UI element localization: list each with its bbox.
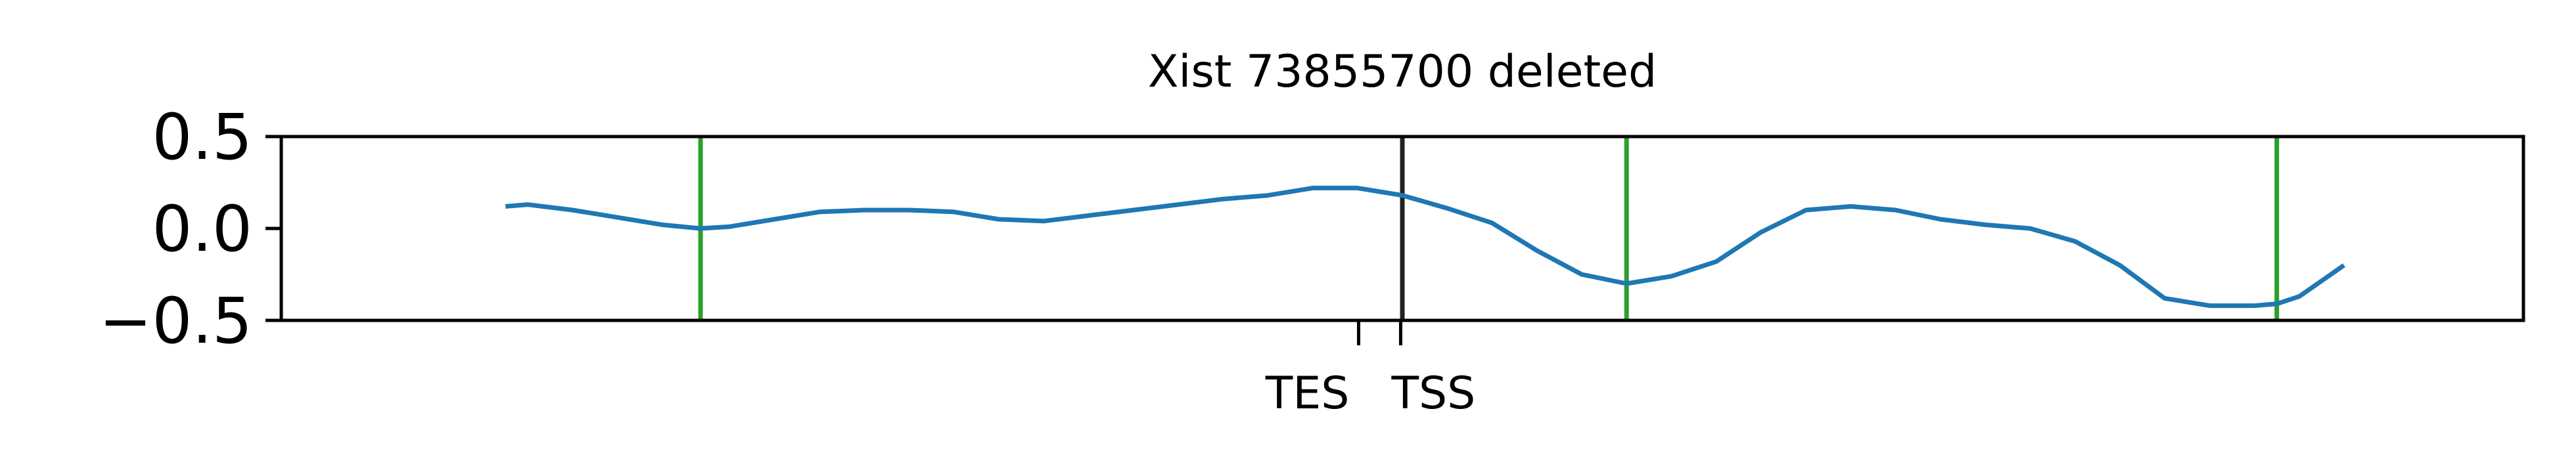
- y-axis: 0.5 0.0 −0.5: [99, 100, 281, 358]
- x-tick-label-tes: TES: [1265, 368, 1350, 420]
- y-tick-label-1: 0.0: [152, 192, 252, 266]
- x-tick-label-tss: TSS: [1391, 368, 1475, 420]
- chart-title: Xist 73855700 deleted: [1148, 46, 1657, 98]
- series-line-0: [505, 185, 2346, 309]
- series-layer: [505, 185, 2346, 309]
- y-tick-label-2: −0.5: [99, 284, 252, 358]
- vertical-marker-lines: [698, 137, 2280, 320]
- x-axis: TES TSS: [1265, 320, 1475, 420]
- y-tick-label-0: 0.5: [152, 100, 252, 174]
